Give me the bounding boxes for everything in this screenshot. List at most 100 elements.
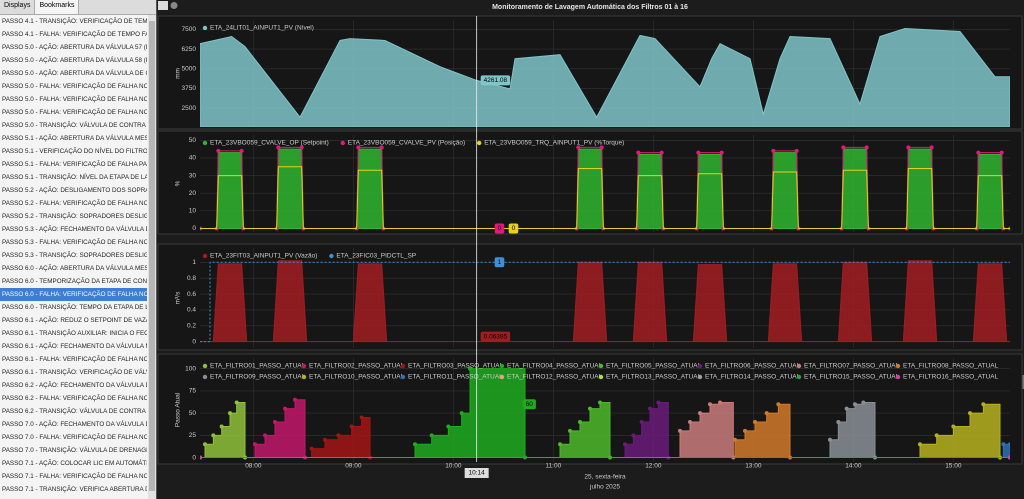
marker xyxy=(578,420,582,424)
y-tick-label: 0.6 xyxy=(187,291,196,298)
step-item[interactable]: PASSO 5.3 - AÇÃO: FECHAMENTO DA VÁLVULA … xyxy=(2,226,147,233)
toolbar-icon[interactable] xyxy=(158,1,168,10)
tab[interactable]: Bookmarks xyxy=(35,0,80,14)
tabs: Displays Bookmarks xyxy=(0,0,156,15)
cursor-tag xyxy=(494,257,505,268)
step-item[interactable]: PASSO 5.3 - FALHA: VERIFICAÇÃO DE FALHA … xyxy=(2,239,147,246)
legend-label: ETA_23VBO059_TRQ_AINPUT1_PV (%Torque) xyxy=(484,140,624,147)
y-tick-label: 0.2 xyxy=(187,322,196,329)
step-item[interactable]: PASSO 7.1 - FALHA: VERIFICAÇÃO DE FALHA … xyxy=(2,473,147,480)
legend-label: ETA_FILTRO16_PASSO_ATUAL xyxy=(903,374,999,381)
cursor-value: 4261.08 xyxy=(484,77,508,84)
step-item[interactable]: PASSO 6.1 - TRANSIÇÃO AUXILIAR: INICIA O… xyxy=(2,330,147,337)
area xyxy=(1002,443,1010,459)
step-item[interactable]: PASSO 5.2 - FALHA: VERIFICAÇÃO DE FALHA … xyxy=(2,200,147,207)
date-label: 25, sexta-feira xyxy=(584,474,626,481)
y-tick-label: 20 xyxy=(189,190,197,197)
marker xyxy=(203,442,207,447)
scroll-thumb[interactable] xyxy=(149,21,155,491)
marker xyxy=(219,424,224,429)
marker xyxy=(336,433,341,438)
cursor-label-box xyxy=(464,468,489,478)
marker xyxy=(906,145,911,150)
x-tick-label: 13:00 xyxy=(745,463,762,470)
marker xyxy=(733,437,737,442)
legend-label: ETA_FILTRO10_PASSO_ATUAL xyxy=(309,374,405,381)
step-item[interactable]: PASSO 7.1 - TRANSIÇÃO: VERIFICA ABERTURA… xyxy=(2,486,147,493)
marker xyxy=(764,411,769,416)
step-item[interactable]: PASSO 5.0 - AÇÃO: ABERTURA DA VÁLVULA 57… xyxy=(2,44,147,51)
marker xyxy=(976,150,981,155)
step-item[interactable]: PASSO 7.0 - AÇÃO: FECHAMENTO DA VÁLVULA … xyxy=(2,421,147,428)
marker xyxy=(356,145,361,150)
marker xyxy=(228,411,232,416)
step-item[interactable]: PASSO 5.1 - VERIFICAÇÃO DO NÍVEL DO FILT… xyxy=(2,148,147,155)
step-item[interactable]: PASSO 4.1 - FALHA: VERIFICAÇÃO DE TEMPO … xyxy=(2,31,147,38)
legend-swatch xyxy=(598,363,604,369)
y-tick-label: 0 xyxy=(192,338,196,345)
step-item[interactable]: PASSO 5.1 - FALHA: VERIFICAÇÃO DE FALHA … xyxy=(2,161,147,168)
step-item[interactable]: PASSO 6.2 - TRANSIÇÃO: VÁLVULA DE CONTRA… xyxy=(2,408,147,415)
step-item[interactable]: PASSO 6.0 - TRANSIÇÃO: TEMPO DA ETAPA DE… xyxy=(2,304,147,311)
y-tick-label: 30 xyxy=(189,172,197,179)
legend-swatch xyxy=(499,374,505,380)
step-item[interactable]: PASSO 4.1 - TRANSIÇÃO: VERIFICAÇÃO DE TE… xyxy=(2,18,147,25)
step-item[interactable]: PASSO 7.0 - FALHA: VERIFICAÇÃO DE FALHA … xyxy=(2,434,147,441)
marker xyxy=(413,442,417,447)
marker xyxy=(698,411,702,416)
step-item[interactable]: PASSO 5.0 - FALHA: VERIFICAÇÃO DE FALHA … xyxy=(2,83,147,90)
step-item[interactable]: PASSO 5.1 - TRANSIÇÃO: NÍVEL DA ETAPA DE… xyxy=(2,174,147,181)
step-item[interactable]: PASSO 5.0 - TRANSIÇÃO: VÁLVULA DE CONTRA… xyxy=(2,122,147,129)
marker xyxy=(558,442,562,447)
x-tick-label: 14:00 xyxy=(845,463,862,470)
line xyxy=(200,261,1010,343)
legend-swatch xyxy=(202,140,208,146)
y-tick-label: 50 xyxy=(189,137,197,144)
month-label: julho 2025 xyxy=(589,484,620,491)
step-item[interactable]: PASSO 5.1 - AÇÃO: ABERTURA DA VÁLVULA ME… xyxy=(2,135,147,142)
area xyxy=(200,260,1010,343)
y-tick-label: 40 xyxy=(189,155,197,162)
step-item[interactable]: PASSO 6.1 - FALHA: VERIFICAÇÃO DE FALHA … xyxy=(2,356,147,363)
step-item[interactable]: PASSO 6.1 - TRANSIÇÃO: VERIFICAÇÃO DE VÁ… xyxy=(2,369,147,376)
legend-label: ETA_FILTRO08_PASSO_ATUAL xyxy=(903,363,999,370)
step-item[interactable]: PASSO 5.2 - TRANSIÇÃO: SOPRADORES DESLIG… xyxy=(2,213,147,220)
marker xyxy=(1008,442,1010,447)
step-item[interactable]: PASSO 6.1 - AÇÃO: FECHAMENTO DA VÁLVULA … xyxy=(2,343,147,350)
y-tick-label: 5000 xyxy=(182,65,197,72)
area xyxy=(200,27,1010,127)
tab[interactable]: Displays xyxy=(0,0,36,14)
step-item[interactable]: PASSO 6.2 - FALHA: VERIFICAÇÃO DE FALHA … xyxy=(2,395,147,402)
y-tick-label: 0 xyxy=(192,454,196,461)
marker xyxy=(771,148,776,153)
step-item[interactable]: PASSO 6.2 - AÇÃO: FECHAMENTO DA VÁLVULA … xyxy=(2,382,147,389)
step-item[interactable]: PASSO 7.0 - TRANSIÇÃO: VÁLVULA DE DRENAG… xyxy=(2,447,147,454)
y-tick-label: 50 xyxy=(189,410,197,417)
x-tick-label: 15:00 xyxy=(945,463,962,470)
cursor-tag xyxy=(508,223,519,234)
scrollbar[interactable] xyxy=(148,15,156,499)
marker xyxy=(309,446,314,451)
legend-label: ETA_23VBO059_CVALVE_PV (Posição) xyxy=(348,140,465,147)
cursor-value: 0 xyxy=(512,225,516,232)
y-tick-label: 75 xyxy=(189,388,197,395)
legend-swatch xyxy=(400,374,406,380)
cursor-value: 0 xyxy=(498,225,502,232)
step-item[interactable]: PASSO 5.0 - AÇÃO: ABERTURA DA VÁLVULA 58… xyxy=(2,57,147,64)
legend-label: ETA_FILTRO13_PASSO_ATUAL xyxy=(606,374,702,381)
step-item[interactable]: PASSO 5.2 - AÇÃO: DESLIGAMENTO DOS SOPRA… xyxy=(2,187,147,194)
step-item[interactable]: PASSO 5.3 - TRANSIÇÃO: SOPRADORES DESLIG… xyxy=(2,252,147,259)
step-item[interactable]: PASSO 6.0 - AÇÃO: ABERTURA DA VÁLVULA ME… xyxy=(2,265,147,272)
step-item[interactable]: PASSO 6.0 - FALHA: VERIFICAÇÃO DE FALHA … xyxy=(0,288,147,301)
plot xyxy=(200,260,1010,343)
legend-swatch xyxy=(697,363,703,369)
step-item[interactable]: PASSO 6.1 - AÇÃO: REDUZ O SETPOINT DE VA… xyxy=(2,317,147,324)
step-item[interactable]: PASSO 5.0 - FALHA: VERIFICAÇÃO DE FALHA … xyxy=(2,109,147,116)
step-item[interactable]: PASSO 7.1 - AÇÃO: COLOCAR LIC EM AUTOMÁT… xyxy=(2,460,147,467)
step-item[interactable]: PASSO 5.0 - FALHA: VERIFICAÇÃO DE FALHA … xyxy=(2,96,147,103)
toolbar-icon[interactable] xyxy=(170,2,178,9)
marker xyxy=(1008,455,1010,460)
step-item[interactable]: PASSO 6.0 - TEMPORIZAÇÃO DA ETAPA DE CON… xyxy=(2,278,147,285)
step-item[interactable]: PASSO 5.0 - AÇÃO: ABERTURA DA VÁLVULA DE… xyxy=(2,70,147,77)
marker xyxy=(951,424,956,429)
